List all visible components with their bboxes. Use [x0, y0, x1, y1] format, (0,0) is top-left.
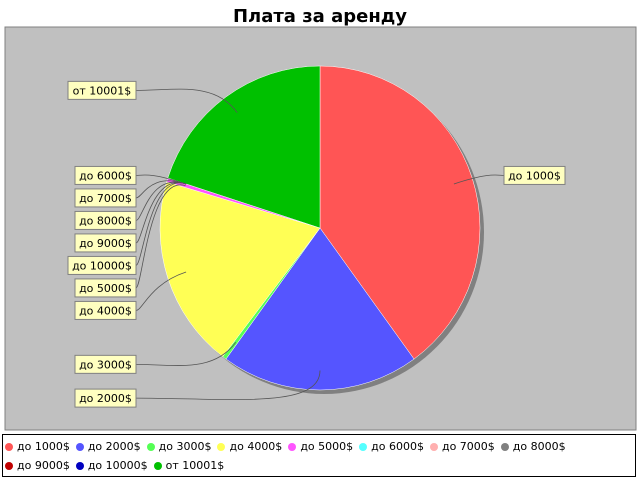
legend-item-8000: до 8000$ [500, 437, 566, 456]
slice-label-box-10000 [67, 255, 137, 275]
legend-item-4000: до 4000$ [217, 437, 282, 456]
pie-slice-10001 [167, 65, 321, 229]
legend-label: до 1000$ [17, 440, 70, 453]
legend-label: до 7000$ [441, 440, 495, 453]
legend-label: до 9000$ [17, 459, 70, 472]
slice-label-5000: до 5000$ [79, 282, 132, 295]
legend-swatch [429, 442, 438, 451]
legend: до 1000$ до 2000$ до 3000$ до 4000$ до 5000$… [2, 434, 636, 477]
legend-item-1000: до 1000$ [5, 437, 70, 456]
legend-item-2000: до 2000$ [75, 437, 141, 456]
leader-line-10000 [135, 182, 187, 266]
legend-label: до 8000$ [512, 440, 566, 453]
legend-swatch [75, 442, 84, 451]
legend-item-5000: до 5000$ [288, 437, 353, 456]
legend-swatch [288, 442, 297, 451]
slice-label-box-1000 [503, 165, 566, 185]
legend-swatch [153, 461, 162, 470]
slice-label-9000: до 9000$ [79, 237, 132, 250]
slice-label-box-2000 [74, 388, 137, 408]
slice-label-6000: до 6000$ [79, 169, 132, 182]
leader-line-4000 [135, 271, 187, 311]
legend-swatch [500, 442, 509, 451]
legend-item-10001: от 10001$ [153, 456, 225, 475]
slice-label-box-10001 [67, 80, 137, 100]
slice-label-2000: до 2000$ [79, 392, 132, 405]
legend-label: до 3000$ [158, 440, 212, 453]
legend-swatch [217, 442, 226, 451]
slice-label-box-9000 [74, 233, 137, 253]
leader-line-2000 [135, 370, 321, 401]
leader-line-9000 [135, 182, 187, 244]
legend-swatch [146, 442, 155, 451]
slice-label-10001: от 10001$ [73, 84, 132, 97]
slice-label-box-6000 [74, 165, 137, 185]
slice-label-1000: до 1000$ [508, 169, 561, 182]
slice-label-10000: до 10000$ [72, 259, 132, 272]
slice-label-3000: до 3000$ [79, 358, 132, 371]
legend-item-9000: до 9000$ [5, 456, 70, 475]
slice-label-7000: до 7000$ [79, 192, 132, 205]
legend-label: до 4000$ [229, 440, 283, 453]
slice-label-box-7000 [74, 188, 137, 208]
leader-line-3000 [135, 342, 237, 366]
chart-title: Плата за аренду [233, 6, 407, 27]
legend-item-10000: до 10000$ [75, 456, 148, 475]
legend-label: до 5000$ [300, 440, 354, 453]
pie-slice-2000 [225, 227, 415, 391]
legend-label: от 10001$ [165, 459, 225, 472]
legend-label: до 2000$ [87, 440, 141, 453]
slice-label-box-4000 [74, 300, 137, 320]
legend-label: до 6000$ [371, 440, 424, 453]
legend-swatch [75, 461, 84, 470]
leader-line-1000 [453, 174, 505, 185]
leader-line-10001 [135, 88, 238, 113]
slice-label-box-3000 [74, 354, 137, 374]
pie-slice-1000 [319, 65, 481, 360]
slice-label-4000: до 4000$ [79, 304, 132, 317]
legend-item-7000: до 7000$ [429, 437, 495, 456]
legend-label: до 10000$ [87, 459, 148, 472]
slice-labels: до 1000$ от 10001$ до 6000$ до 7000$ до 8000… [67, 80, 566, 408]
legend-swatch [5, 461, 13, 470]
legend-item-6000: до 6000$ [359, 437, 424, 456]
slice-label-8000: до 8000$ [79, 214, 132, 227]
pie-slice-4000 [159, 181, 321, 357]
pie-slices [159, 65, 481, 391]
slice-label-box-5000 [74, 278, 137, 298]
legend-swatch [5, 442, 13, 451]
leader-line-8000 [135, 181, 187, 221]
legend-item-3000: до 3000$ [146, 437, 212, 456]
legend-swatch [359, 442, 368, 451]
slice-label-box-8000 [74, 210, 137, 230]
